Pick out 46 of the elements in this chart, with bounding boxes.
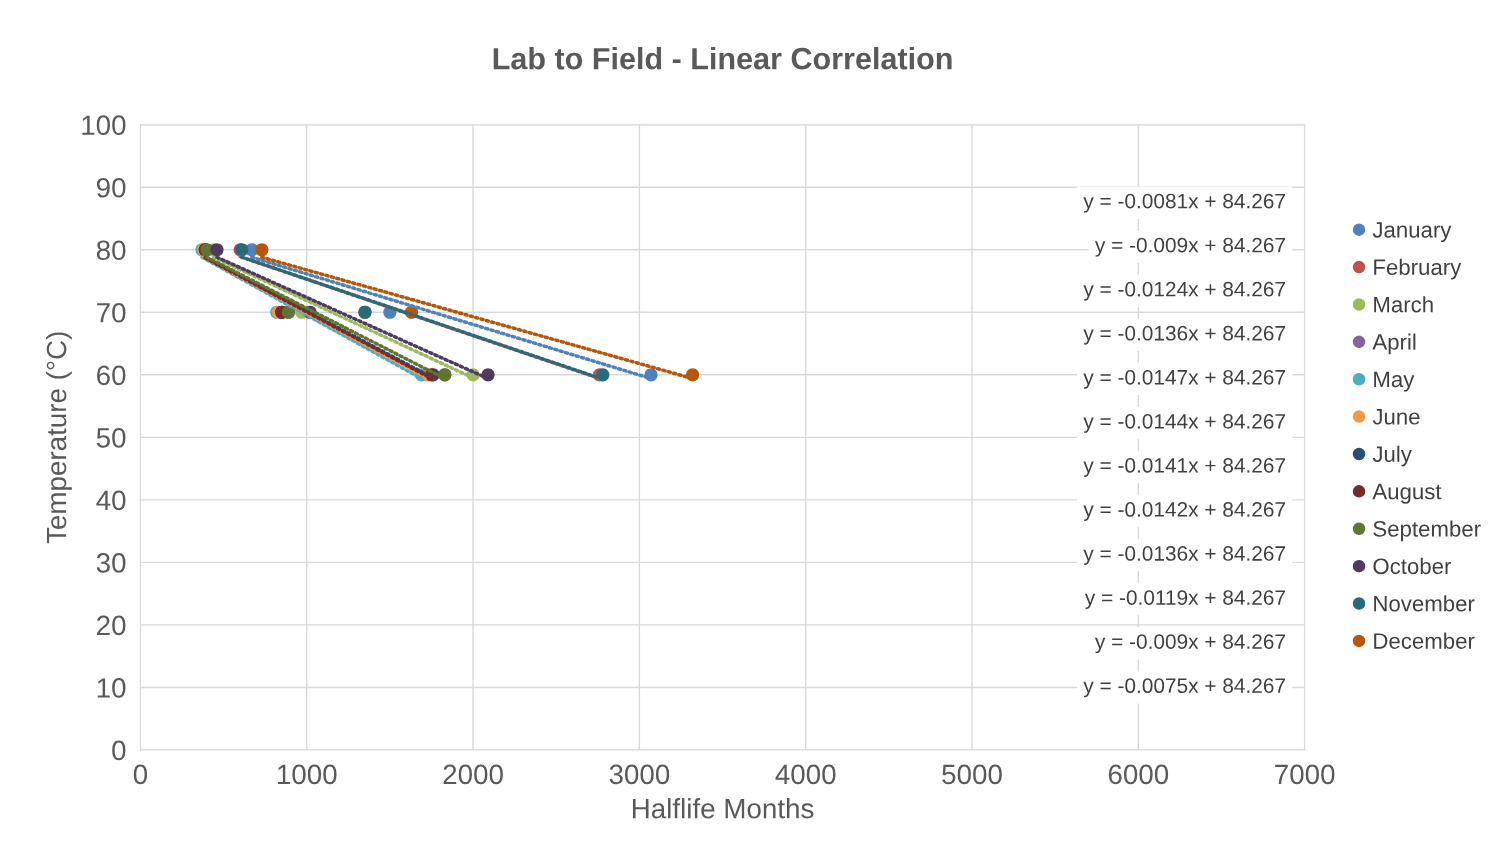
y-tick-label: 20 <box>97 615 126 636</box>
x-tick-label: 1000 <box>277 764 337 785</box>
y-tick-label: 70 <box>97 302 126 323</box>
y-tick-label: 10 <box>97 678 126 698</box>
chart-title: Lab to Field - Linear Correlation <box>493 47 952 70</box>
legend-label: September <box>1373 520 1481 542</box>
annotation: y = -0.0081x + 84.267 <box>1083 193 1285 213</box>
x-tick-label: 7000 <box>1275 764 1335 785</box>
legend-label: May <box>1374 371 1415 392</box>
legend-label: July <box>1372 445 1412 467</box>
annotation: y = -0.0124x + 84.267 <box>1083 281 1285 301</box>
y-tick-label: 100 <box>82 115 126 136</box>
y-tick-label: 90 <box>96 177 126 198</box>
y-tick-label: 50 <box>96 428 126 448</box>
y-tick-label: 60 <box>97 365 126 386</box>
legend-label: February <box>1374 258 1462 280</box>
annotation: y = -0.009x + 84.267 <box>1094 237 1285 257</box>
annotation: y = -0.0136x + 84.267 <box>1083 325 1285 345</box>
legend-label: March <box>1374 296 1433 313</box>
x-tick-label: 2000 <box>443 764 503 785</box>
annotation: y = -0.0142x + 84.267 <box>1083 502 1285 521</box>
annotation: y = -0.0119x + 84.267 <box>1084 590 1285 610</box>
legend-label: October <box>1373 557 1452 575</box>
legend-label: August <box>1372 483 1442 504</box>
legend-label: June <box>1372 409 1420 425</box>
y-tick-label: 80 <box>96 240 126 261</box>
y-tick-label: 0 <box>112 740 126 761</box>
legend-label: November <box>1374 595 1475 612</box>
x-tick-label: 4000 <box>775 764 836 785</box>
x-tick-label: 0 <box>133 764 148 785</box>
legend-label: April <box>1372 333 1416 355</box>
x-tick-label: 6000 <box>1108 764 1169 785</box>
annotation: y = -0.0141x + 84.267 <box>1083 458 1285 477</box>
annotation: y = -0.0075x + 84.267 <box>1083 678 1285 698</box>
annotation: y = -0.0147x + 84.267 <box>1083 369 1285 389</box>
x-axis-title: Halflife Months <box>632 798 814 819</box>
x-tick-label: 3000 <box>609 764 670 785</box>
legend-label: December <box>1374 632 1475 649</box>
y-tick-label: 40 <box>96 490 126 511</box>
y-axis-title: Temperature (°C) <box>45 332 72 544</box>
y-tick-label: 30 <box>96 553 126 573</box>
x-tick-label: 5000 <box>942 764 1002 785</box>
annotation: y = -0.0144x + 84.267 <box>1083 413 1285 433</box>
legend-label: January <box>1372 222 1452 243</box>
annotation: y = -0.0136x + 84.267 <box>1083 546 1285 565</box>
annotation: y = -0.009x + 84.267 <box>1094 634 1285 654</box>
